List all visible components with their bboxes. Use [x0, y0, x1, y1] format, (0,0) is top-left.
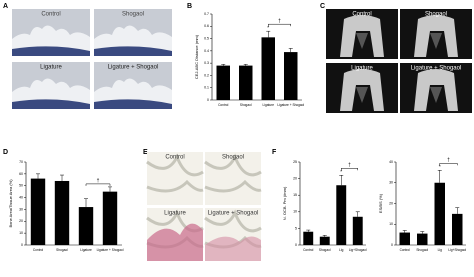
x-tick-label: Lig+Shogaol [448, 248, 466, 252]
x-tick-label: Shogaol [416, 248, 428, 252]
x-tick-label: Shogaol [240, 103, 252, 107]
bar [54, 180, 70, 245]
annotation: † [348, 163, 351, 169]
panel-label: C [320, 3, 325, 10]
bar [102, 191, 118, 245]
x-tick-label: Ligature [262, 103, 274, 107]
y-tick-label: 0 [207, 98, 209, 102]
annotation: † [278, 19, 281, 25]
bar [78, 207, 94, 245]
bracket [439, 163, 458, 166]
bracket [341, 168, 358, 171]
annotation: * [439, 165, 441, 171]
y-tick-label: 20 [19, 219, 23, 223]
bar [239, 65, 253, 100]
x-tick-label: Ligature [80, 248, 92, 252]
y-tick-label: 15 [293, 193, 297, 197]
image-caption: Shogaol [122, 12, 144, 18]
image-caption: Ligature [40, 65, 62, 71]
image-caption: Control [165, 155, 184, 161]
y-tick-label: 25 [293, 160, 297, 164]
y-axis-label: N. OCB. Pm (/mm) [282, 186, 287, 220]
x-tick-label: Control [33, 248, 44, 252]
x-tick-label: Lig [339, 248, 343, 252]
y-tick-label: 0.1 [204, 86, 209, 90]
bar [261, 37, 275, 100]
bar [319, 236, 330, 245]
y-tick-label: 50 [19, 184, 23, 188]
bracket [85, 183, 111, 186]
y-tick-label: 10 [389, 222, 393, 226]
bar [452, 213, 463, 245]
x-tick-label: Control [400, 248, 411, 252]
y-tick-label: 10 [293, 210, 297, 214]
y-tick-label: 40 [19, 195, 23, 199]
bar [434, 182, 445, 245]
y-tick-label: 0 [21, 243, 23, 247]
y-tick-label: 5 [295, 226, 297, 230]
x-tick-label: Ligature + Shogaol [277, 103, 304, 107]
panel-label: F [272, 149, 277, 156]
bar [303, 231, 314, 245]
y-tick-label: 0 [391, 243, 393, 247]
y-tick-label: 20 [293, 177, 297, 181]
annotation: † [447, 158, 450, 164]
y-tick-label: 0.4 [204, 49, 209, 53]
y-tick-label: 0 [295, 243, 297, 247]
y-axis-label: CEJ-ABC Distance (mm) [194, 34, 199, 79]
y-tick-label: 0.3 [204, 61, 209, 65]
image-caption: Ligature + Shogaol [208, 211, 259, 217]
image-caption: Shogaol [425, 12, 447, 18]
panel-a: Control Shogaol Ligature Ligature + Shog… [12, 9, 172, 109]
image-caption: Ligature + Shogaol [411, 66, 462, 72]
x-tick-label: Shogaol [56, 248, 68, 252]
y-tick-label: 0.6 [204, 24, 209, 28]
image-caption: Ligature [164, 211, 186, 217]
image-caption: Control [352, 12, 371, 18]
panel-label: D [3, 149, 8, 156]
panel-c: Control Shogaol Ligature Ligature + Shog… [326, 9, 472, 113]
y-axis-label: ES/BS (%) [378, 193, 383, 213]
panel-e: Control Shogaol Ligature Ligature + Shog… [145, 150, 263, 263]
y-tick-label: 60 [19, 172, 23, 176]
annotation: * [267, 26, 269, 32]
x-tick-label: Lig+Shogaol [349, 248, 367, 252]
image-caption: Ligature [351, 66, 373, 72]
image-caption: Control [41, 12, 60, 18]
y-tick-label: 20 [389, 201, 393, 205]
x-tick-label: Ligature + Shogaol [97, 248, 124, 252]
y-tick-label: 70 [19, 160, 23, 164]
y-tick-label: 0.7 [204, 12, 209, 16]
bar [216, 65, 230, 100]
panel-label: A [3, 3, 8, 10]
y-axis-label: Bone Area/Tissue Area (%) [8, 179, 13, 228]
panel-label: E [143, 149, 148, 156]
bar [352, 216, 363, 245]
image-caption: Ligature + Shogaol [108, 65, 159, 71]
y-tick-label: 40 [389, 160, 393, 164]
bracket [268, 23, 291, 27]
y-tick-label: 30 [19, 207, 23, 211]
panel-label: B [187, 3, 192, 10]
bar [284, 52, 298, 100]
y-tick-label: 30 [389, 181, 393, 185]
annotation: * [340, 170, 342, 176]
x-tick-label: Control [218, 103, 229, 107]
bar [417, 233, 428, 245]
x-tick-label: Control [303, 248, 314, 252]
y-tick-label: 0.5 [204, 36, 209, 40]
annotation: † [97, 178, 100, 184]
y-tick-label: 0.2 [204, 73, 209, 77]
bar [30, 178, 46, 245]
image-caption: Shogaol [222, 155, 244, 161]
bar [399, 232, 410, 245]
x-tick-label: Shogaol [319, 248, 331, 252]
x-tick-label: Lig [438, 248, 442, 252]
y-tick-label: 10 [19, 231, 23, 235]
bar [336, 185, 347, 245]
